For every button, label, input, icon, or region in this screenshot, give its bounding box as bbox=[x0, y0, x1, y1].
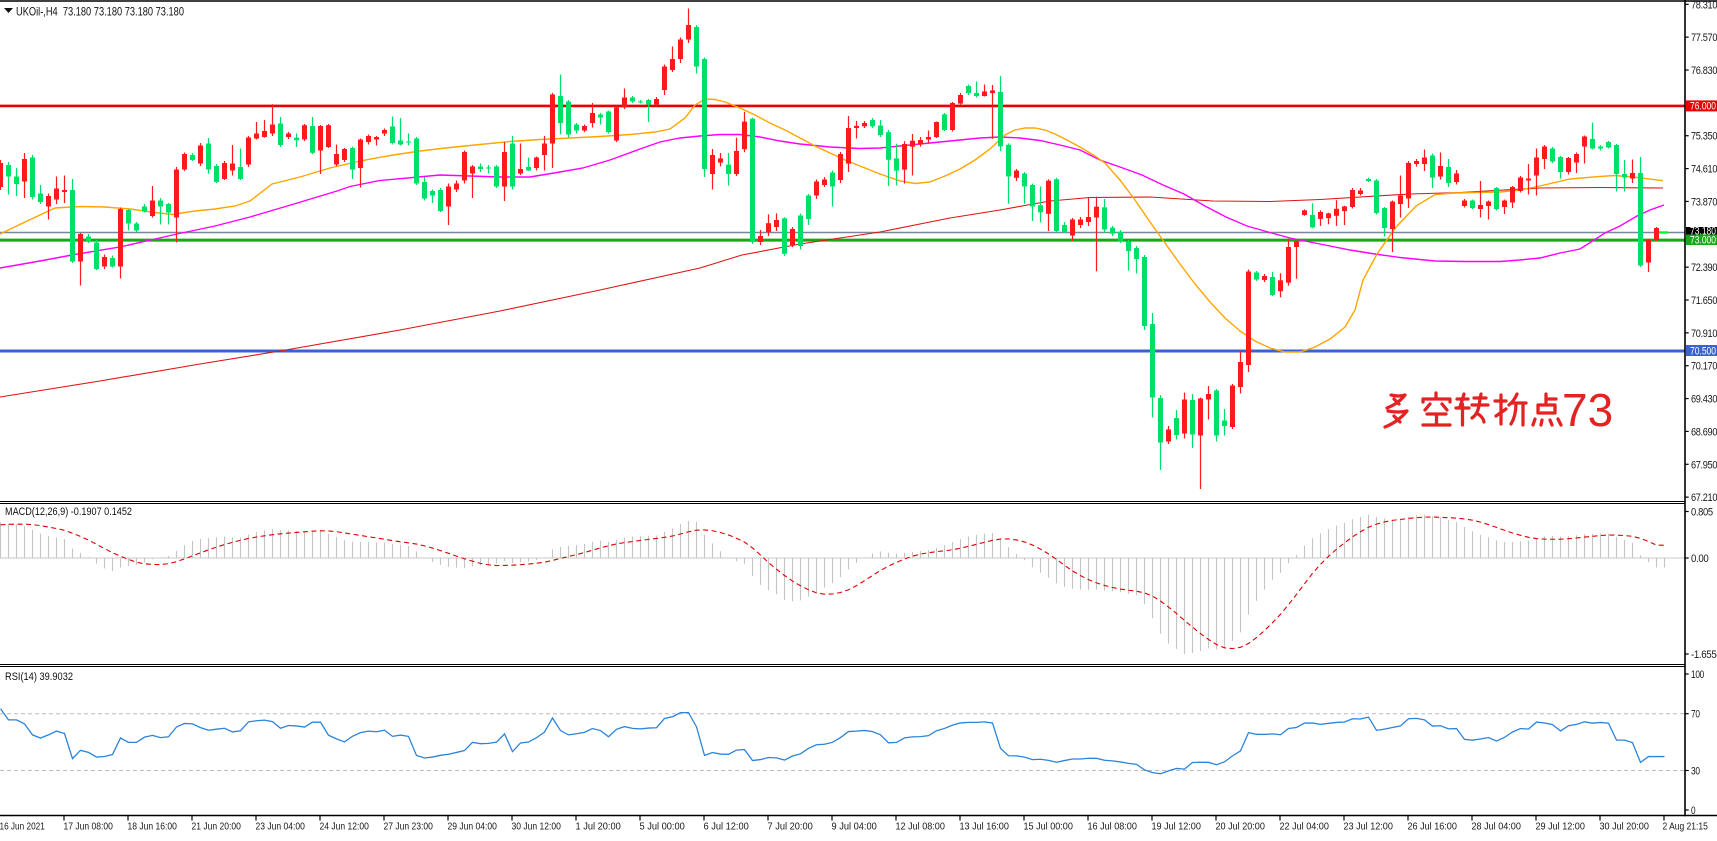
svg-text:2 Aug 21:15: 2 Aug 21:15 bbox=[1663, 822, 1709, 833]
svg-text:76.830: 76.830 bbox=[1691, 65, 1717, 77]
svg-text:76.000: 76.000 bbox=[1690, 101, 1716, 113]
svg-text:29 Jul 12:00: 29 Jul 12:00 bbox=[1536, 822, 1586, 833]
svg-text:MACD(12,26,9) -0.1907 0.1452: MACD(12,26,9) -0.1907 0.1452 bbox=[5, 506, 132, 518]
svg-text:71.650: 71.650 bbox=[1691, 295, 1717, 307]
svg-text:68.690: 68.690 bbox=[1691, 426, 1717, 438]
svg-text:17 Jun 08:00: 17 Jun 08:00 bbox=[64, 822, 114, 833]
svg-text:24 Jun 12:00: 24 Jun 12:00 bbox=[320, 822, 370, 833]
svg-text:0: 0 bbox=[1691, 805, 1696, 817]
svg-text:7 Jul 20:00: 7 Jul 20:00 bbox=[768, 822, 814, 833]
svg-text:78.310: 78.310 bbox=[1691, 0, 1717, 11]
svg-text:0.805: 0.805 bbox=[1691, 507, 1713, 519]
svg-text:67.210: 67.210 bbox=[1691, 492, 1717, 504]
svg-text:77.570: 77.570 bbox=[1691, 32, 1717, 44]
svg-text:30 Jul 20:00: 30 Jul 20:00 bbox=[1600, 822, 1650, 833]
svg-text:29 Jun 04:00: 29 Jun 04:00 bbox=[448, 822, 498, 833]
svg-text:13 Jul 16:00: 13 Jul 16:00 bbox=[960, 822, 1010, 833]
svg-text:21 Jun 20:00: 21 Jun 20:00 bbox=[192, 822, 242, 833]
svg-text:16 Jun 2021: 16 Jun 2021 bbox=[0, 822, 45, 833]
svg-text:9 Jul 04:00: 9 Jul 04:00 bbox=[832, 822, 878, 833]
svg-text:22 Jul 04:00: 22 Jul 04:00 bbox=[1280, 822, 1330, 833]
svg-text:UKOil-,H4 73.180 73.180 73.18: UKOil-,H4 73.180 73.180 73.180 73.180 bbox=[16, 6, 184, 19]
svg-text:6 Jul 12:00: 6 Jul 12:00 bbox=[704, 822, 750, 833]
svg-text:0.00: 0.00 bbox=[1691, 553, 1709, 565]
svg-text:27 Jun 23:00: 27 Jun 23:00 bbox=[384, 822, 434, 833]
svg-text:73.000: 73.000 bbox=[1690, 235, 1716, 247]
svg-text:100: 100 bbox=[1691, 669, 1704, 681]
svg-text:70: 70 bbox=[1691, 709, 1700, 721]
svg-text:70.500: 70.500 bbox=[1690, 345, 1716, 357]
svg-text:15 Jul 00:00: 15 Jul 00:00 bbox=[1024, 822, 1074, 833]
svg-text:75.350: 75.350 bbox=[1691, 131, 1717, 143]
svg-text:RSI(14) 39.9032: RSI(14) 39.9032 bbox=[5, 671, 73, 683]
svg-text:72.390: 72.390 bbox=[1691, 262, 1717, 274]
svg-text:30: 30 bbox=[1691, 766, 1700, 778]
svg-text:12 Jul 08:00: 12 Jul 08:00 bbox=[896, 822, 946, 833]
svg-text:18 Jun 16:00: 18 Jun 16:00 bbox=[128, 822, 178, 833]
svg-text:74.610: 74.610 bbox=[1691, 164, 1717, 176]
svg-text:28 Jul 04:00: 28 Jul 04:00 bbox=[1472, 822, 1522, 833]
svg-text:5 Jul 00:00: 5 Jul 00:00 bbox=[640, 822, 686, 833]
svg-text:20 Jul 20:00: 20 Jul 20:00 bbox=[1216, 822, 1266, 833]
svg-text:19 Jul 12:00: 19 Jul 12:00 bbox=[1152, 822, 1202, 833]
svg-text:23 Jun 04:00: 23 Jun 04:00 bbox=[256, 822, 306, 833]
svg-text:30 Jun 12:00: 30 Jun 12:00 bbox=[512, 822, 562, 833]
svg-text:73: 73 bbox=[1562, 384, 1613, 436]
svg-text:70.170: 70.170 bbox=[1691, 361, 1717, 373]
svg-text:16 Jul 08:00: 16 Jul 08:00 bbox=[1088, 822, 1138, 833]
svg-text:1 Jul 20:00: 1 Jul 20:00 bbox=[576, 822, 622, 833]
svg-text:26 Jul 16:00: 26 Jul 16:00 bbox=[1408, 822, 1458, 833]
svg-text:67.950: 67.950 bbox=[1691, 459, 1717, 471]
svg-text:69.430: 69.430 bbox=[1691, 394, 1717, 406]
svg-text:-1.6558: -1.6558 bbox=[1691, 649, 1717, 661]
svg-text:70.910: 70.910 bbox=[1691, 328, 1717, 340]
svg-text:23 Jul 12:00: 23 Jul 12:00 bbox=[1344, 822, 1394, 833]
svg-text:73.870: 73.870 bbox=[1691, 196, 1717, 208]
